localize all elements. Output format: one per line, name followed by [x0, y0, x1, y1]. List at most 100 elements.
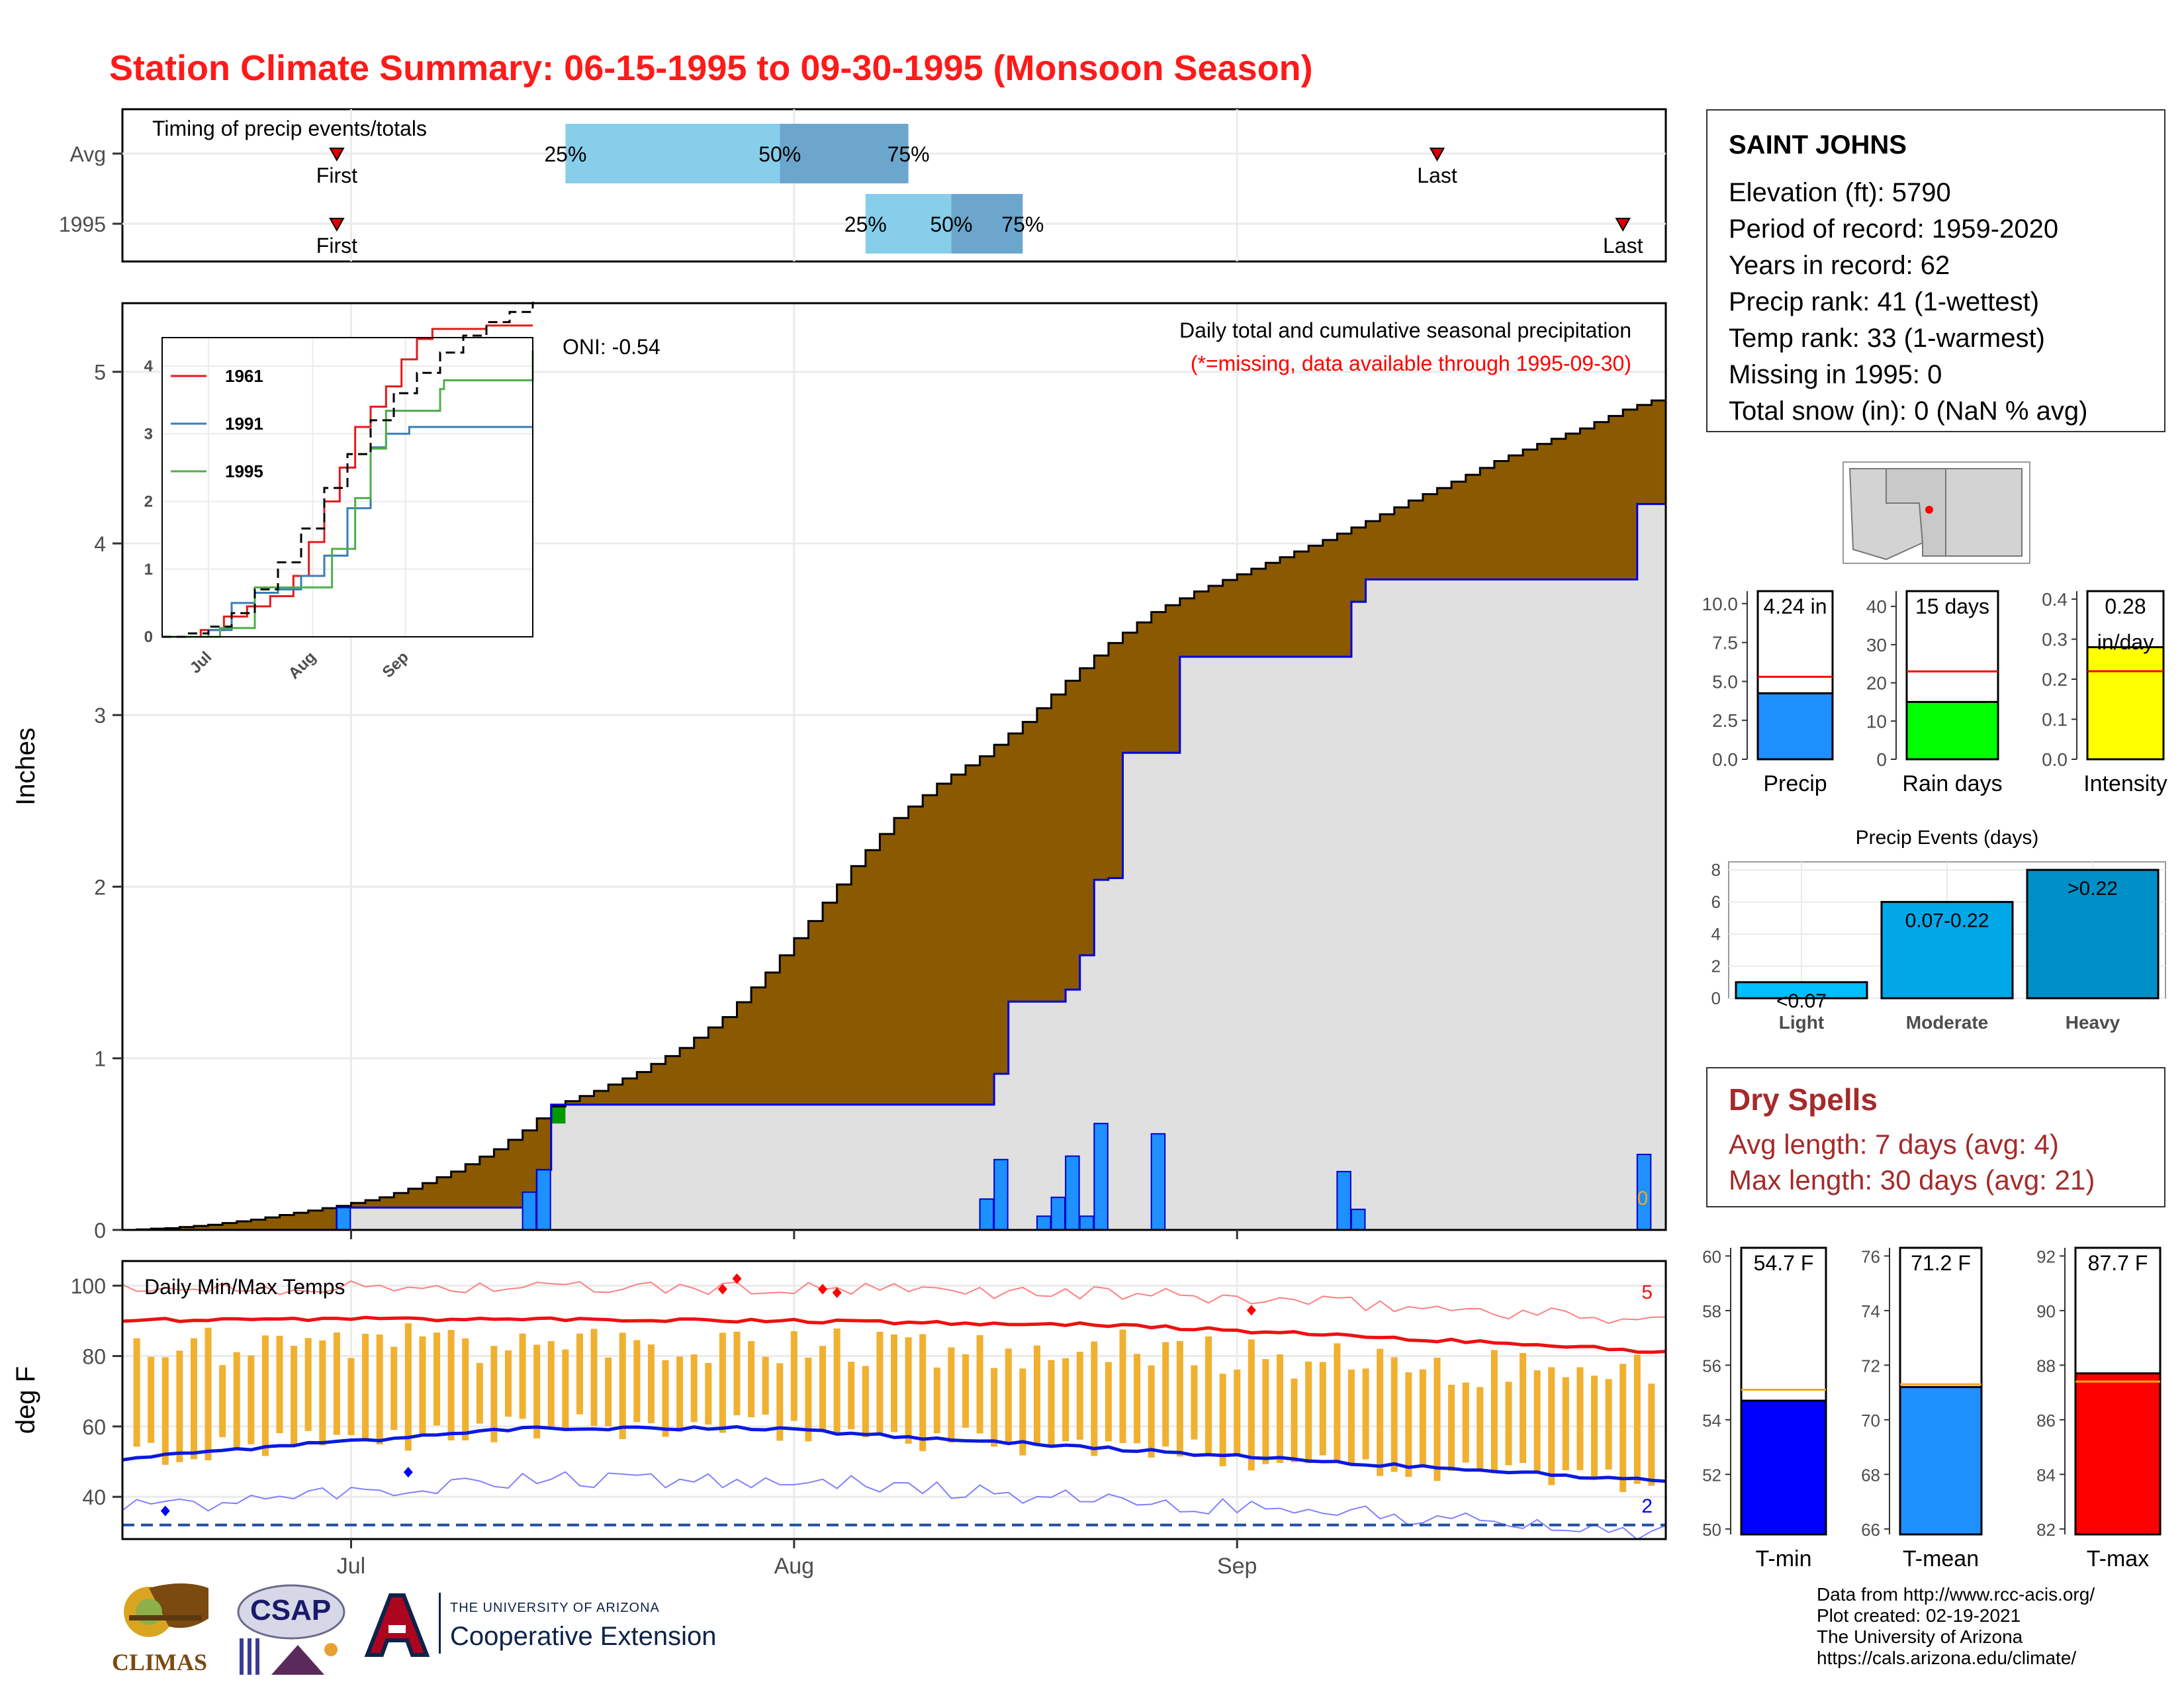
daily-temp-bar [662, 1360, 669, 1437]
temp-y-tick-label: 40 [82, 1485, 106, 1509]
inset-legend-label: 1995 [225, 461, 263, 481]
daily-temp-bar [1548, 1367, 1555, 1485]
small-bar-y-tick-label: 88 [2036, 1356, 2056, 1376]
daily-temp-bar [519, 1333, 526, 1419]
daily-temp-bar [390, 1346, 398, 1430]
daily-temp-bar [376, 1335, 383, 1445]
station-years: Years in record: 62 [1729, 251, 1950, 280]
daily-temp-bar [1619, 1364, 1627, 1492]
small-bar-y-tick-label: 0.4 [2042, 589, 2068, 610]
daily-temp-bar [1105, 1362, 1112, 1442]
daily-temp-bar [304, 1338, 312, 1431]
small-bar-y-tick-label: 68 [1861, 1465, 1880, 1485]
daily-temp-bar [533, 1344, 541, 1438]
daily-temp-bar [1205, 1336, 1212, 1456]
daily-temp-bar [933, 1367, 940, 1434]
small-bar-y-tick-label: 82 [2036, 1520, 2056, 1540]
record-high-marker-icon [818, 1284, 828, 1295]
timeline-label: Timing of precip events/totals [152, 117, 427, 140]
daily-temp-bar [347, 1358, 355, 1436]
daily-temp-bar [590, 1329, 598, 1427]
small-bar-category-label: T-mean [1903, 1546, 1979, 1571]
precip-events-y-tick-label: 0 [1711, 988, 1721, 1008]
timeline-p25-label: 25% [544, 142, 586, 166]
csap-cloud-icon [237, 1584, 345, 1675]
small-bar-frame [1905, 590, 1999, 761]
daily-temp-bar [891, 1334, 897, 1432]
precip-panel-label: Daily total and cumulative seasonal prec… [1179, 318, 1631, 342]
avg-cumulative-line [122, 396, 1667, 1231]
timeline-p25-label: 25% [844, 212, 887, 236]
timeline-row-label: Avg [69, 142, 106, 166]
precip-events-category-label: Light [1779, 1012, 1824, 1033]
small-bar-value-label: 87.7 F [2088, 1251, 2148, 1275]
daily-temp-bar [1390, 1357, 1398, 1472]
daily-temp-bar [748, 1340, 755, 1417]
precip-y-tick-label: 5 [94, 361, 106, 385]
precip-events-y-tick-label: 6 [1711, 892, 1721, 912]
daily-temp-bar [319, 1340, 326, 1446]
last-marker-icon [1429, 148, 1445, 162]
precip-y-tick-label: 3 [94, 704, 106, 727]
precip-events-value-label: <0.07 [1776, 990, 1827, 1012]
daily-temp-bar [291, 1346, 298, 1446]
small-bar-y-tick-label: 84 [2036, 1465, 2056, 1485]
small-bar-y-tick-label: 10 [1866, 711, 1887, 731]
daily-temp-bar [1562, 1377, 1569, 1471]
daily-temp-bar [1591, 1376, 1598, 1479]
precip-events-y-tick-label: 8 [1711, 860, 1721, 880]
daily-temp-bar [1234, 1370, 1241, 1456]
small-bar-y-tick-label: 40 [1866, 596, 1887, 617]
record-low-marker-icon [160, 1505, 170, 1517]
footer-line: The University of Arizona [1817, 1626, 2023, 1647]
daily-temp-bar [1005, 1348, 1012, 1445]
small-bar-y-tick-label: 10.0 [1702, 594, 1739, 614]
daily-temp-bar [948, 1347, 955, 1443]
small-bar-value-label: 71.2 F [1911, 1251, 1971, 1275]
small-bar-value-label: 4.24 in [1763, 594, 1827, 618]
small-bar-value [2086, 646, 2165, 761]
small-bar-value [2074, 1372, 2161, 1536]
daily-temp-bar [905, 1337, 912, 1444]
small-bar-frame [1740, 1246, 1827, 1536]
small-bar-value-label: 54.7 F [1754, 1251, 1814, 1275]
footer-line: Plot created: 02-19-2021 [1817, 1605, 2021, 1626]
timeline-p25-p50-bar [565, 124, 780, 183]
temp-y-axis-label: deg F [11, 1366, 40, 1434]
daily-temp-bar [562, 1349, 569, 1430]
daily-precip-bar [1036, 1215, 1052, 1231]
small-bar-y-tick-label: 72 [1861, 1356, 1880, 1376]
daily-temp-bar [261, 1335, 269, 1456]
small-bar-y-tick-label: 2.5 [1712, 710, 1738, 731]
temp-x-tick-label: Sep [1217, 1554, 1257, 1579]
daily-temp-bar [219, 1365, 226, 1438]
small-bar-category-label: Rain days [1902, 771, 2002, 796]
small-bar-frame [1899, 1246, 1983, 1536]
ua-logo-small-text: THE UNIVERSITY OF ARIZONA [450, 1601, 660, 1615]
daily-temp-bar [1490, 1350, 1498, 1474]
daily-temp-bar [1520, 1353, 1527, 1464]
small-bar-y-tick-label: 52 [1702, 1465, 1721, 1485]
daily-temp-bar [962, 1354, 969, 1428]
precip-panel-frame [121, 302, 1667, 1231]
inset-y-tick-label: 3 [144, 425, 153, 443]
daily-temp-bar [462, 1338, 469, 1441]
daily-temp-bar [1277, 1354, 1283, 1463]
arizona-map [1843, 461, 2030, 564]
daily-temp-bar [1162, 1342, 1169, 1447]
station-elevation: Elevation (ft): 5790 [1729, 178, 1951, 207]
daily-temp-bar [1405, 1372, 1412, 1477]
station-temp-rank: Temp rank: 33 (1-warmest) [1729, 324, 2045, 353]
daily-temp-bar [433, 1333, 441, 1426]
small-bar-value [1756, 692, 1834, 761]
record-high-marker-icon [717, 1284, 727, 1295]
daily-temp-bar [1633, 1354, 1641, 1484]
temp-max-count-label: 5 [1641, 1282, 1653, 1303]
timeline-p50-p75-bar [951, 194, 1023, 254]
timeline-p50-label: 50% [758, 142, 801, 166]
climas-logo-text: CLIMAS [112, 1649, 208, 1675]
timeline-first-label: First [316, 164, 357, 187]
daily-temp-bar [1062, 1358, 1069, 1442]
small-bar-y-tick-label: 92 [2036, 1246, 2056, 1266]
